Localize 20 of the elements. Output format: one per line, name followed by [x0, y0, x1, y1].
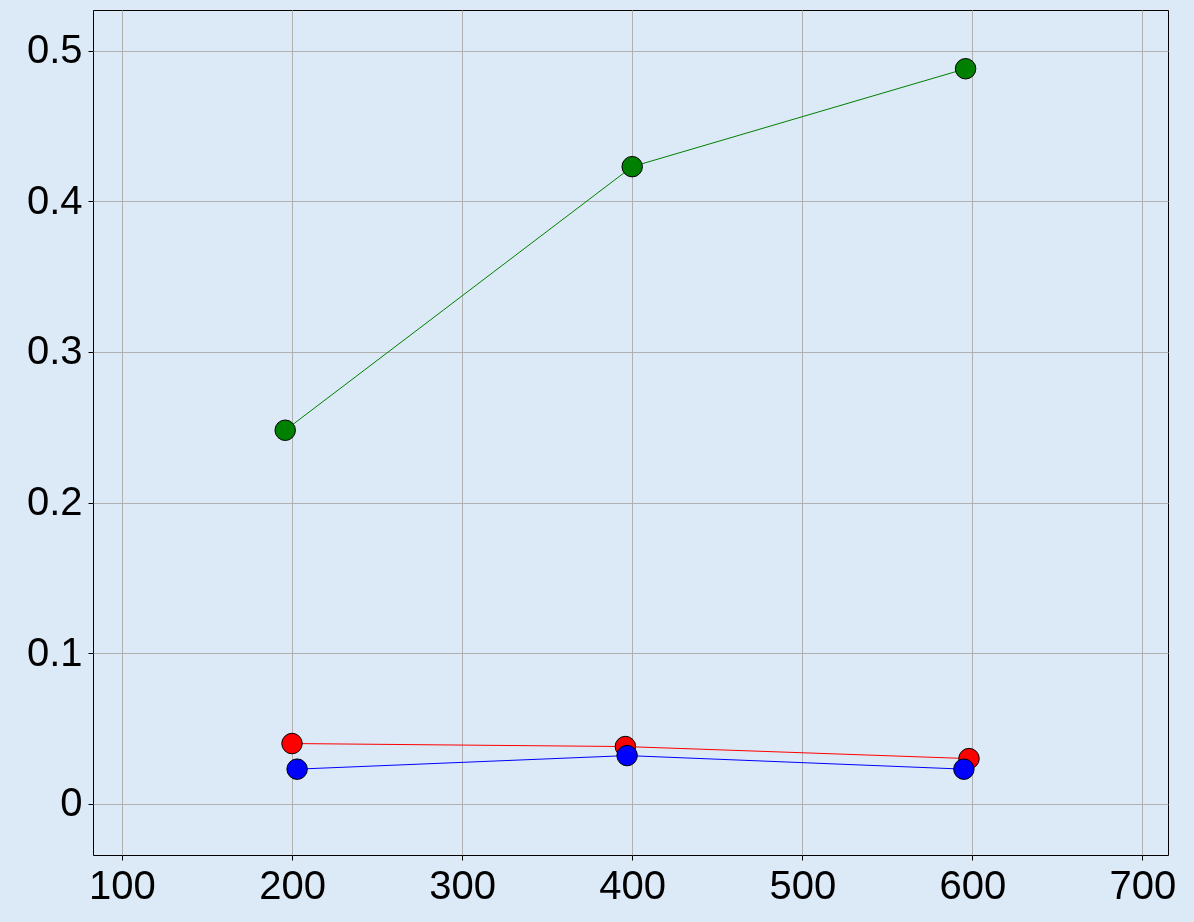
point	[953, 758, 975, 780]
point	[274, 419, 296, 441]
x-tick-label: 200	[259, 862, 326, 907]
x-tick-label: 600	[939, 862, 1007, 907]
x-tick-label: 500	[769, 862, 837, 907]
x-tick-label: 300	[429, 862, 496, 907]
y-tick-label: 0.2	[26, 479, 83, 524]
point	[286, 758, 308, 780]
y-tick-label: 0	[60, 780, 83, 825]
point	[281, 732, 303, 755]
y-tick-label: 0.5	[26, 27, 83, 72]
y-tick-label: 0.1	[26, 629, 83, 674]
x-tick-label: 400	[599, 862, 667, 907]
y-tick-label: 0.4	[26, 177, 83, 222]
point	[621, 155, 643, 178]
point	[616, 744, 638, 767]
x-tick-label: 100	[89, 862, 156, 907]
point	[954, 58, 977, 80]
x-tick-label: 700	[1109, 862, 1177, 907]
y-tick-label: 0.3	[26, 328, 83, 373]
